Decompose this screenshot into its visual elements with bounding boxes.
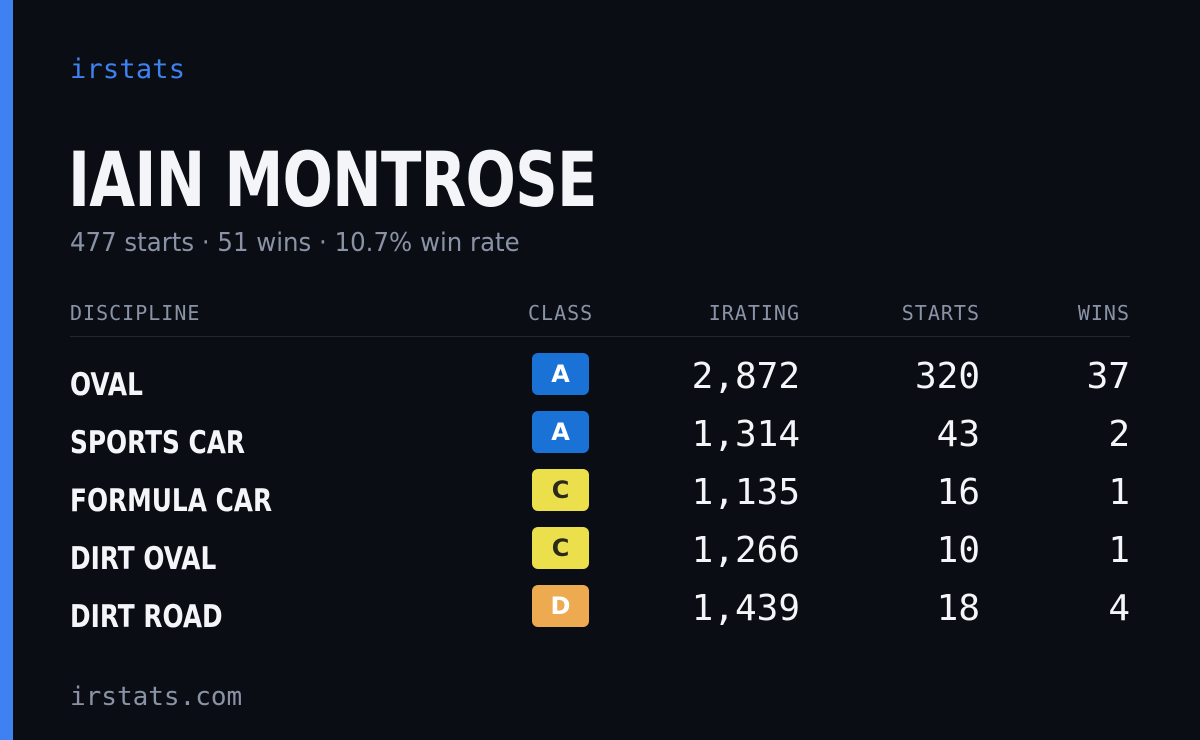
- discipline-name: FORMULA CAR: [70, 483, 273, 519]
- class-badge: D: [532, 585, 589, 627]
- irating-value: 1,135: [691, 472, 800, 513]
- table-row: FORMULA CAR C 1,135 16 1: [70, 469, 1130, 527]
- starts-value: 16: [936, 472, 980, 513]
- class-badge: C: [532, 527, 589, 569]
- header-irating: IRATING: [708, 301, 800, 325]
- wins-value: 1: [1108, 472, 1130, 513]
- discipline-name: DIRT OVAL: [70, 541, 217, 577]
- header-class: CLASS: [528, 301, 594, 325]
- table-row: SPORTS CAR A 1,314 43 2: [70, 411, 1130, 469]
- table-row: DIRT ROAD D 1,439 18 4: [70, 585, 1130, 643]
- accent-bar: [0, 0, 13, 740]
- header-wins: WINS: [1077, 301, 1130, 325]
- table-row: DIRT OVAL C 1,266 10 1: [70, 527, 1130, 585]
- footer-url[interactable]: irstats.com: [70, 682, 243, 712]
- class-badge: A: [532, 353, 589, 395]
- starts-value: 18: [936, 588, 980, 629]
- driver-name: IAIN MONTROSE: [68, 135, 598, 224]
- table-row: OVAL A 2,872 320 37: [70, 353, 1130, 411]
- separator: ·: [201, 228, 210, 258]
- class-badge: C: [532, 469, 589, 511]
- irating-value: 1,314: [691, 414, 800, 455]
- starts-value: 10: [936, 530, 980, 571]
- wins-value: 1: [1108, 530, 1130, 571]
- header-starts: STARTS: [901, 301, 980, 325]
- starts-value: 320: [914, 356, 980, 397]
- discipline-name: SPORTS CAR: [70, 425, 246, 461]
- table-body: OVAL A 2,872 320 37 SPORTS CAR A 1,314 4…: [70, 353, 1130, 643]
- table-header: DISCIPLINE CLASS IRATING STARTS WINS: [70, 298, 1130, 337]
- wins-value: 37: [1086, 356, 1130, 397]
- discipline-name: DIRT ROAD: [70, 599, 223, 635]
- wins-value: 2: [1108, 414, 1130, 455]
- discipline-name: OVAL: [70, 367, 143, 403]
- win-rate-summary: 10.7% win rate: [334, 228, 520, 258]
- header-discipline: DISCIPLINE: [70, 301, 201, 325]
- starts-summary: 477 starts: [70, 228, 195, 258]
- class-badge: A: [532, 411, 589, 453]
- wins-summary: 51 wins: [217, 228, 312, 258]
- starts-value: 43: [936, 414, 980, 455]
- wins-value: 4: [1108, 588, 1130, 629]
- driver-summary: 477 starts · 51 wins · 10.7% win rate: [70, 228, 520, 258]
- irating-value: 1,439: [691, 588, 800, 629]
- brand-logo-text: irstats: [70, 54, 186, 85]
- irating-value: 1,266: [691, 530, 800, 571]
- irating-value: 2,872: [691, 356, 800, 397]
- discipline-table: DISCIPLINE CLASS IRATING STARTS WINS OVA…: [70, 298, 1130, 643]
- separator: ·: [319, 228, 327, 258]
